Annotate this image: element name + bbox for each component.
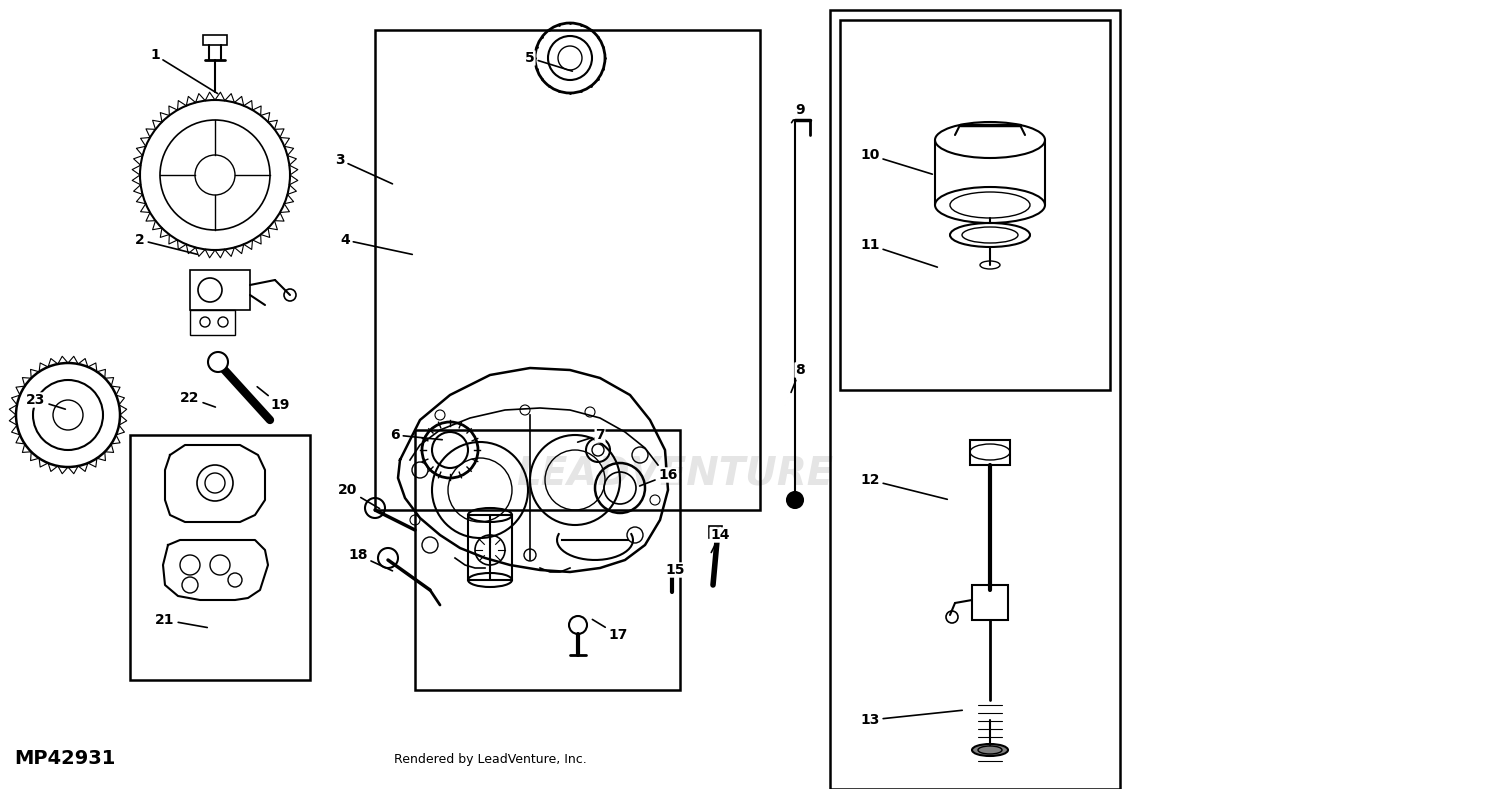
Text: 18: 18: [348, 548, 393, 570]
Text: 6: 6: [390, 428, 442, 442]
Text: 13: 13: [861, 710, 962, 727]
Text: 19: 19: [256, 387, 290, 412]
Bar: [830, 10, 1120, 789]
Text: 3: 3: [334, 153, 393, 184]
Text: 4: 4: [340, 233, 412, 254]
Text: LEADVENTURE: LEADVENTURE: [516, 454, 834, 492]
Ellipse shape: [972, 744, 1008, 756]
Bar: [970, 440, 1010, 465]
Text: 8: 8: [790, 363, 806, 392]
Bar: [666, 565, 678, 574]
Bar: [710, 526, 722, 538]
Text: 23: 23: [27, 393, 66, 409]
Bar: [840, 20, 1110, 390]
Text: 1: 1: [150, 48, 217, 94]
Text: 11: 11: [861, 238, 938, 267]
Bar: [202, 35, 226, 45]
Text: 14: 14: [711, 528, 729, 552]
Text: MP42931: MP42931: [15, 749, 116, 768]
Text: 20: 20: [339, 483, 380, 509]
Bar: [130, 435, 310, 680]
Text: 15: 15: [666, 563, 684, 577]
Text: 2: 2: [135, 233, 198, 254]
Text: 10: 10: [861, 148, 933, 174]
Text: 21: 21: [156, 613, 207, 627]
Bar: [972, 585, 1008, 620]
Text: 9: 9: [792, 103, 806, 123]
Text: 16: 16: [639, 468, 678, 486]
Circle shape: [209, 352, 228, 372]
Text: Rendered by LeadVenture, Inc.: Rendered by LeadVenture, Inc.: [393, 753, 586, 766]
Bar: [190, 310, 236, 335]
Bar: [468, 515, 512, 580]
Circle shape: [788, 492, 802, 508]
Text: 17: 17: [592, 619, 627, 642]
Text: 22: 22: [180, 391, 216, 407]
Text: 12: 12: [861, 473, 948, 499]
Text: 7: 7: [578, 428, 604, 442]
Bar: [375, 30, 760, 510]
Bar: [190, 270, 250, 310]
Text: 5: 5: [525, 51, 573, 71]
Bar: [416, 430, 680, 690]
